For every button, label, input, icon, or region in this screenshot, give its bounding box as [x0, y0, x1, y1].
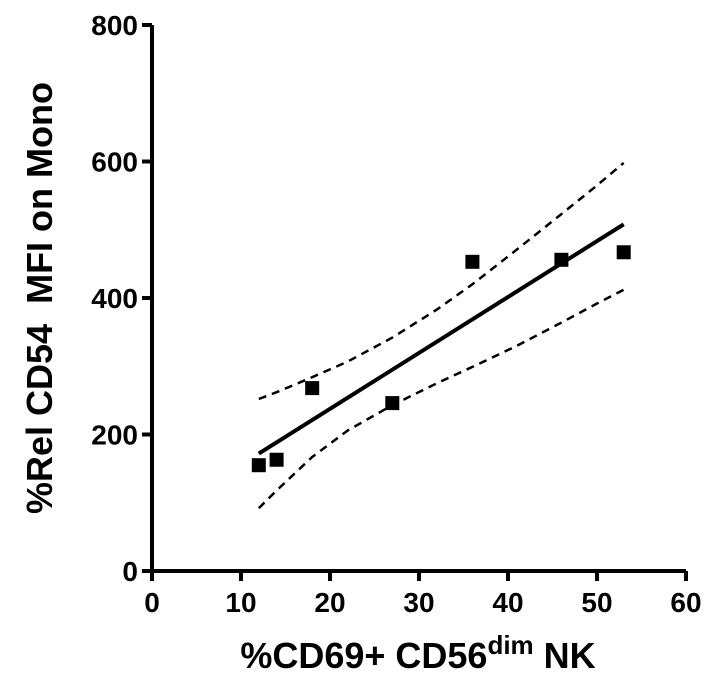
axes: 0 200 400 600 800 0 10 20 30 40 50 60 — [91, 10, 701, 618]
data-point — [554, 252, 569, 267]
x-axis-title-tail: NK — [534, 635, 596, 676]
y-tick-label: 600 — [91, 147, 138, 178]
y-tick-label: 400 — [91, 283, 138, 314]
x-tick-label: 40 — [492, 587, 523, 618]
y-tick-label: 800 — [91, 10, 138, 41]
x-tick-label: 50 — [581, 587, 612, 618]
regression-line-group — [257, 222, 625, 456]
data-points — [251, 245, 631, 473]
y-tick-label: 0 — [122, 556, 138, 587]
data-point — [465, 254, 480, 269]
x-axis-title: %CD69+ CD56dim NK — [240, 630, 595, 676]
data-point — [305, 381, 320, 396]
axis-titles: %CD69+ CD56dim NK %Rel CD54 MFI on Mono — [19, 82, 596, 676]
x-tick-label: 0 — [144, 587, 160, 618]
x-tick-label: 60 — [670, 587, 701, 618]
data-point — [616, 245, 631, 260]
regression-line — [257, 222, 625, 456]
x-tick-label: 10 — [225, 587, 256, 618]
data-point — [251, 458, 266, 473]
y-axis-title: %Rel CD54 MFI on Mono — [19, 82, 60, 514]
x-tick-label: 30 — [403, 587, 434, 618]
y-tick-label: 200 — [91, 420, 138, 451]
ci-lower-line — [257, 288, 625, 510]
x-tick-label: 20 — [314, 587, 345, 618]
data-point — [269, 452, 284, 467]
x-axis-title-superscript: dim — [487, 630, 533, 660]
ci-upper-line — [258, 161, 625, 401]
data-point — [385, 396, 400, 411]
confidence-bands — [257, 161, 625, 510]
x-axis-title-main: %CD69+ CD56 — [240, 635, 487, 676]
